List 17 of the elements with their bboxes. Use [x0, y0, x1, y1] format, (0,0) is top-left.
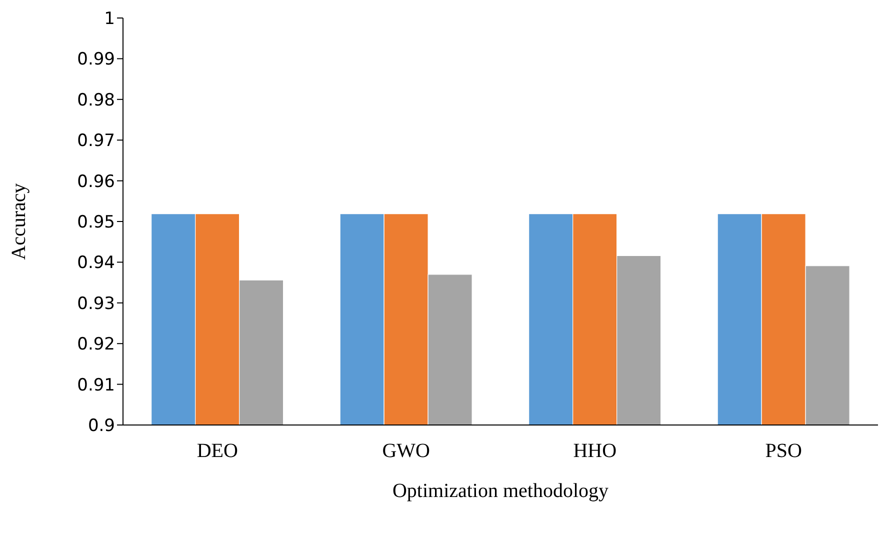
y-tick-label: 0.97: [77, 131, 115, 152]
y-tick-label: 0.96: [77, 172, 115, 192]
y-tick-label: 0.94: [77, 253, 115, 274]
y-tick-label: 0.93: [77, 294, 115, 314]
x-tick-label: HHO: [573, 440, 617, 462]
y-tick-label: 0.92: [77, 334, 115, 355]
x-axis-title: Optimization methodology: [392, 480, 609, 502]
y-axis-title: Accuracy: [8, 183, 30, 260]
y-tick-label: 0.91: [77, 375, 115, 396]
y-tick-label: 0.99: [77, 50, 115, 70]
y-tick-label: 0.98: [77, 90, 115, 110]
y-tick-label: 0.9: [88, 416, 115, 436]
y-tick-label: 0.95: [77, 212, 115, 233]
x-tick-label: DEO: [196, 440, 238, 462]
x-tick-label: PSO: [765, 440, 802, 462]
y-tick-label: 1: [104, 9, 115, 30]
x-tick-label: GWO: [382, 440, 430, 462]
